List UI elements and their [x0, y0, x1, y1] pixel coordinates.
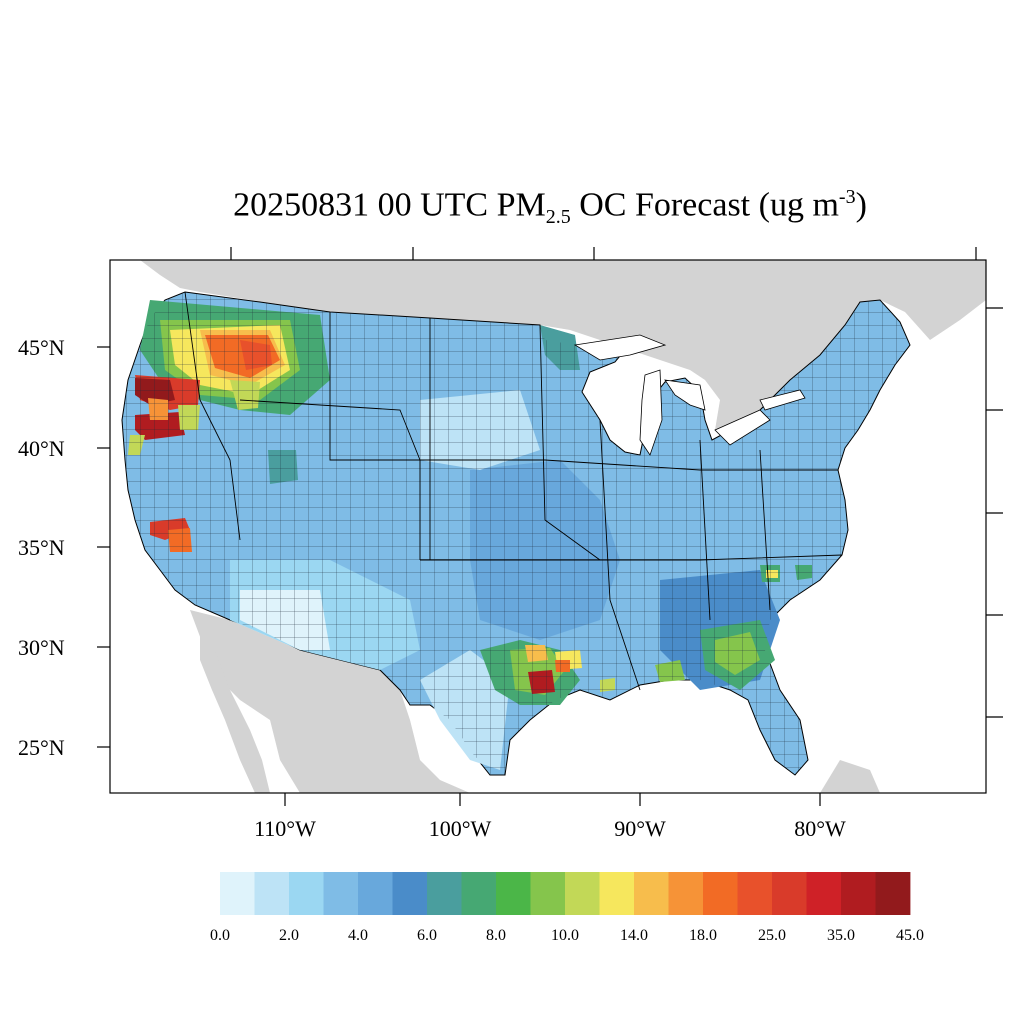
colorbar-label: 8.0: [486, 927, 506, 944]
lat-label-30: 30°N: [18, 635, 65, 660]
colorbar-swatch: [737, 872, 773, 915]
colorbar-swatch: [289, 872, 324, 915]
colorbar-swatch: [530, 872, 566, 915]
colorbar-label: 14.0: [620, 927, 648, 944]
lat-label-40: 40°N: [18, 436, 65, 461]
colorbar-label: 10.0: [551, 927, 579, 944]
lat-label-25: 25°N: [18, 735, 65, 760]
colorbar-swatch: [427, 872, 462, 915]
colorbar-swatch: [254, 872, 290, 915]
colorbar: [220, 872, 911, 915]
colorbar-label: 0.0: [210, 927, 230, 944]
lon-label-80w: 80°W: [794, 816, 846, 841]
colorbar-swatch: [841, 872, 876, 915]
colorbar-swatch: [358, 872, 393, 915]
colorbar-swatch: [392, 872, 428, 915]
colorbar-swatch: [634, 872, 669, 915]
colorbar-swatch: [806, 872, 842, 915]
baja-land: [200, 625, 270, 793]
colorbar-label: 18.0: [689, 927, 717, 944]
colorbar-label: 6.0: [417, 927, 437, 944]
lat-label-45: 45°N: [18, 335, 65, 360]
colorbar-swatch: [772, 872, 807, 915]
colorbar-swatch: [220, 872, 255, 915]
colorbar-label: 35.0: [827, 927, 855, 944]
great-lakes: [573, 334, 806, 456]
colorbar-swatch: [565, 872, 600, 915]
map-frame: [109, 259, 987, 794]
colorbar-swatch: [599, 872, 635, 915]
colorbar-label: 45.0: [896, 927, 924, 944]
colorbar-swatch: [668, 872, 704, 915]
colorbar-swatch: [461, 872, 497, 915]
colorbar-swatch: [323, 872, 359, 915]
colorbar-swatch: [703, 872, 738, 915]
lon-label-90w: 90°W: [614, 816, 666, 841]
colorbar-label: 2.0: [279, 927, 299, 944]
lat-label-35: 35°N: [18, 535, 65, 560]
colorbar-label: 4.0: [348, 927, 368, 944]
mexico-land: [190, 610, 470, 793]
axis-ticks: [97, 247, 1003, 806]
colorbar-label: 25.0: [758, 927, 786, 944]
figure-title: 20250831 00 UTC PM2.5 OC Forecast (ug m-…: [233, 186, 867, 229]
lon-label-110w: 110°W: [254, 816, 316, 841]
lon-label-100w: 100°W: [428, 816, 492, 841]
colorbar-swatch: [496, 872, 531, 915]
state-lines: [184, 291, 843, 691]
caribbean-land: [820, 760, 880, 793]
colorbar-swatch: [875, 872, 911, 915]
